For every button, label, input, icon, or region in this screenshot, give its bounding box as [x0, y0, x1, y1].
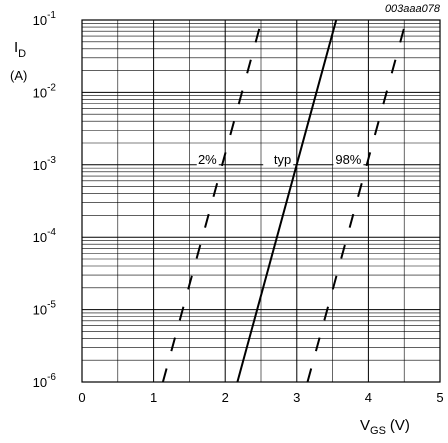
series-line-typ [236, 19, 338, 383]
x-axis-title-sub: GS [370, 425, 386, 437]
x-axis-title: VGS (V) [360, 417, 410, 437]
figure-id: 003aaa078 [385, 3, 441, 15]
grid [81, 20, 441, 383]
series-labels: 2% typ 98% [196, 151, 364, 168]
tick-labels: 0 1 2 3 4 5 10-6 10-5 10-4 10-3 10-2 10-1 [33, 10, 444, 405]
x-tick-label: 2 [222, 390, 229, 405]
x-tick-label: 1 [150, 390, 157, 405]
series-label: 98% [335, 152, 361, 167]
y-tick-label: 10-5 [33, 300, 57, 318]
x-tick-label: 0 [78, 390, 85, 405]
series-line-2pct [161, 19, 263, 383]
series-label: 2% [198, 152, 217, 167]
y-tick-label: 10-4 [33, 227, 57, 245]
series-label-bg [333, 151, 364, 168]
y-axis-title: ID [14, 39, 26, 60]
y-axis-unit: (A) [10, 68, 27, 83]
series-label-bg [263, 151, 294, 168]
x-axis-unit: (V) [390, 417, 410, 434]
y-tick-label: 10-1 [33, 10, 57, 28]
y-tick-label: 10-2 [33, 82, 57, 100]
y-axis-title-main: I [14, 39, 18, 56]
x-tick-label: 5 [436, 390, 443, 405]
x-tick-label: 4 [365, 390, 372, 405]
series-label-bg [196, 151, 219, 168]
series-layer [161, 19, 408, 383]
y-tick-label: 10-6 [33, 372, 57, 390]
x-tick-label: 3 [293, 390, 300, 405]
y-tick-label: 10-3 [33, 155, 57, 173]
series-label: typ [274, 152, 291, 167]
plot-frame [81, 19, 441, 383]
y-axis-title-sub: D [18, 48, 26, 60]
x-axis-title-main: V [360, 417, 370, 434]
